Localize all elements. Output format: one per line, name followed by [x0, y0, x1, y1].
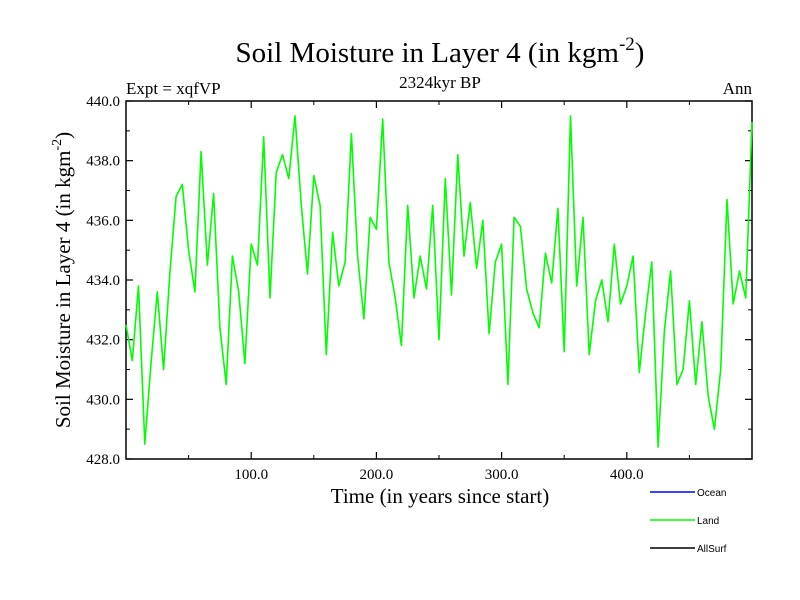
legend: Ocean Land AllSurf: [650, 488, 727, 555]
experiment-label: Expt = xqfVP: [126, 79, 221, 98]
y-tick-label: 432.0: [86, 333, 120, 349]
y-axis-label-main: Soil Moisture in Layer 4 (in kgm: [51, 151, 75, 429]
y-tick-label: 438.0: [86, 154, 120, 170]
y-tick-label: 428.0: [86, 452, 120, 468]
y-tick-label: 440.0: [86, 94, 120, 110]
y-axis-label-sup: -2: [50, 139, 65, 151]
y-axis: 428.0 430.0 432.0 434.0 436.0 438.0 440.0: [86, 94, 752, 468]
chart-title-close: ): [635, 37, 645, 69]
y-axis-label-close: ): [51, 132, 75, 139]
legend-label-allsurf: AllSurf: [697, 544, 727, 555]
chart-subtitle: 2324kyr BP: [399, 73, 481, 92]
season-label: Ann: [723, 79, 753, 98]
legend-label-land: Land: [697, 516, 719, 527]
chart-title: Soil Moisture in Layer 4 (in kgm-2): [236, 34, 645, 69]
y-tick-label: 434.0: [86, 273, 120, 289]
legend-label-ocean: Ocean: [697, 488, 726, 499]
x-tick-label: 400.0: [610, 467, 644, 483]
y-tick-label: 430.0: [86, 392, 120, 408]
x-axis: 100.0 200.0 300.0 400.0: [188, 101, 690, 483]
x-axis-label: Time (in years since start): [331, 484, 550, 508]
x-tick-label: 200.0: [360, 467, 394, 483]
x-tick-label: 100.0: [234, 467, 268, 483]
series-line-land: [125, 115, 753, 448]
plot-frame: [125, 100, 753, 460]
series-layer: [125, 115, 753, 448]
x-tick-label: 300.0: [485, 467, 519, 483]
chart-title-main: Soil Moisture in Layer 4 (in kgm: [236, 37, 620, 69]
y-axis-label: Soil Moisture in Layer 4 (in kgm-2): [50, 132, 75, 428]
chart-title-sup: -2: [619, 34, 635, 55]
y-tick-label: 436.0: [86, 213, 120, 229]
